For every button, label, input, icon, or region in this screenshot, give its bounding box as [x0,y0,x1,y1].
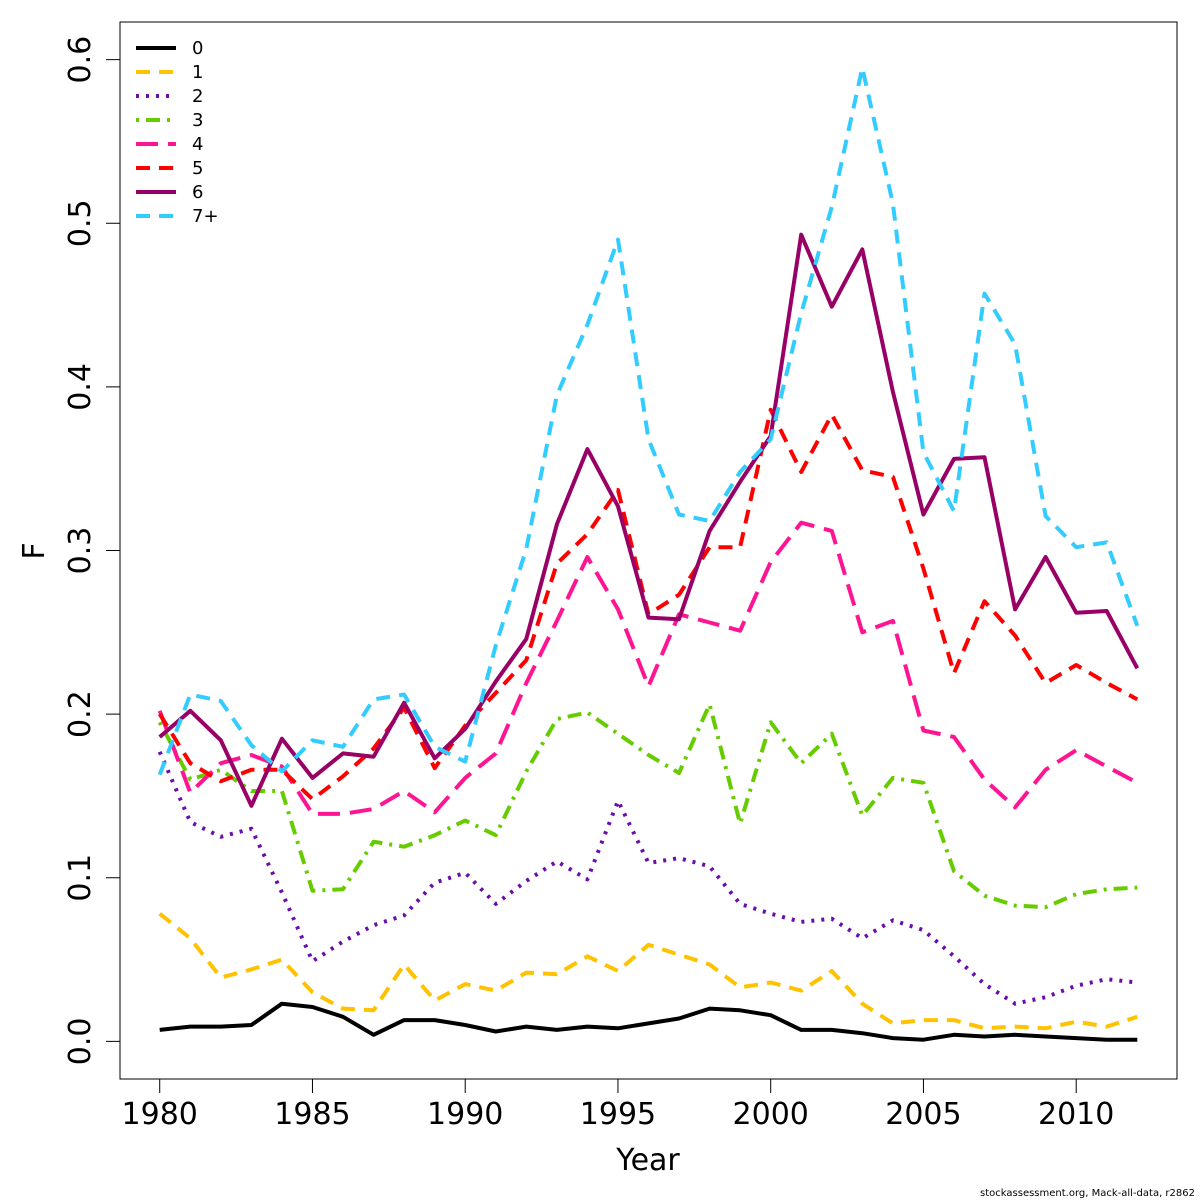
y-tick-label-0.2: 0.2 [63,690,98,738]
x-axis: 1980 1985 1990 1995 2000 2005 2010 [122,1078,1114,1132]
series-line-1 [158,912,1138,1031]
y-tick-label-0.4: 0.4 [63,363,98,411]
series-line-6 [158,232,1140,808]
series-line-7plus [157,65,1140,776]
legend-label-5: 5 [192,158,203,179]
legend-label-1: 1 [192,62,203,83]
y-tick-label-0.6: 0.6 [63,36,98,84]
series-line-4 [157,520,1139,816]
x-tick-label-1985: 1985 [274,1097,350,1132]
x-tick-label-2010: 2010 [1038,1097,1114,1132]
y-axis-title: F [17,542,52,559]
x-axis-title: Year [615,1143,680,1178]
series-layer [157,65,1140,1042]
x-tick-label-2000: 2000 [733,1097,809,1132]
legend-label-6: 6 [192,182,203,203]
legend: 0 1 2 3 4 5 6 7+ [136,38,219,227]
x-tick-label-1995: 1995 [580,1097,656,1132]
x-tick-label-1990: 1990 [427,1097,503,1132]
legend-label-0: 0 [192,38,203,59]
y-tick-label-0.3: 0.3 [63,527,98,575]
series-line-2 [157,751,1138,1006]
y-axis: 0.0 0.1 0.2 0.3 0.4 0.5 0.6 [63,36,121,1066]
legend-label-7plus: 7+ [192,206,219,227]
series-line-3 [157,702,1138,910]
legend-label-4: 4 [192,134,203,155]
y-tick-label-0.0: 0.0 [63,1018,98,1066]
x-tick-label-1980: 1980 [122,1097,198,1132]
legend-label-3: 3 [192,110,203,131]
footer-credit: stockassessment.org, Mack-all-data, r286… [980,1188,1195,1199]
y-tick-label-0.5: 0.5 [63,199,98,247]
x-tick-label-2005: 2005 [885,1097,961,1132]
series-line-0 [159,1001,1138,1042]
legend-label-2: 2 [192,86,203,107]
y-tick-label-0.1: 0.1 [63,854,98,902]
